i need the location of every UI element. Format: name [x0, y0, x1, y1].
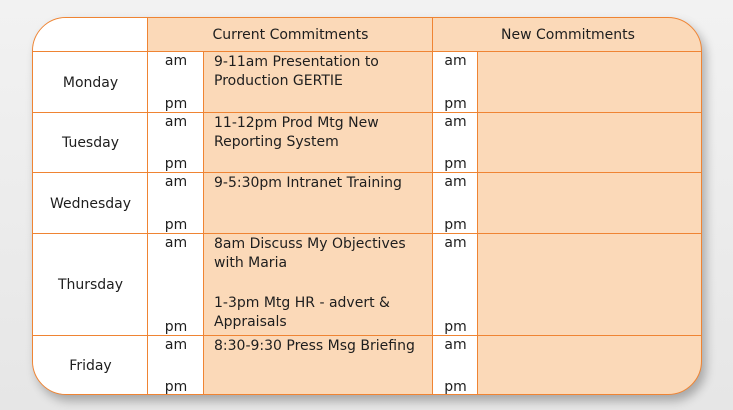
column-divider — [147, 18, 148, 394]
commitments-table: Current Commitments New Commitments Mond… — [32, 17, 702, 395]
row-divider — [33, 335, 701, 336]
new-commitment-cell[interactable] — [478, 336, 701, 394]
day-label: Thursday — [33, 234, 148, 336]
am-label: am — [164, 114, 188, 130]
ampm-column-new: am pm — [433, 234, 478, 336]
current-am-commitment[interactable]: 9-5:30pm Intranet Training — [214, 175, 402, 191]
pm-label: pm — [444, 96, 467, 112]
ampm-column-current: am pm — [148, 113, 204, 173]
row-divider — [33, 51, 701, 52]
day-label: Friday — [33, 336, 148, 394]
current-am-commitment[interactable]: 8am Discuss My Objectives with Maria — [214, 236, 406, 271]
pm-label: pm — [164, 156, 188, 172]
ampm-column-current: am pm — [148, 52, 204, 113]
column-divider — [477, 52, 478, 394]
day-label: Tuesday — [33, 113, 148, 173]
ampm-column-new: am pm — [433, 173, 478, 234]
current-am-commitment[interactable]: 9-11am Presentation to Production GERTIE — [214, 54, 379, 89]
ampm-column-new: am pm — [433, 336, 478, 395]
pm-label: pm — [444, 217, 467, 233]
current-am-commitment[interactable]: 11-12pm Prod Mtg New Reporting System — [214, 115, 379, 150]
new-commitment-cell[interactable] — [478, 234, 701, 336]
header-current-commitments: Current Commitments — [212, 27, 369, 43]
pm-label: pm — [444, 319, 467, 335]
ampm-column-new: am pm — [433, 52, 478, 113]
am-label: am — [444, 114, 467, 130]
column-divider — [203, 52, 204, 394]
am-label: am — [444, 235, 467, 251]
am-label: am — [444, 337, 467, 353]
current-pm-commitment[interactable]: 1-3pm Mtg HR - advert & Appraisals — [214, 295, 390, 330]
ampm-column-current: am pm — [148, 173, 204, 234]
ampm-column-current: am pm — [148, 336, 204, 395]
day-label: Wednesday — [33, 173, 148, 234]
corner-cell — [33, 18, 148, 52]
ampm-column-new: am pm — [433, 113, 478, 173]
column-divider — [432, 18, 433, 394]
am-label: am — [164, 174, 188, 190]
am-label: am — [444, 174, 467, 190]
am-label: am — [164, 337, 188, 353]
day-label: Monday — [33, 52, 148, 113]
pm-label: pm — [164, 217, 188, 233]
row-divider — [33, 112, 701, 113]
pm-label: pm — [164, 379, 188, 395]
header-new-commitments: New Commitments — [501, 27, 635, 43]
row-divider — [33, 233, 701, 234]
current-am-commitment[interactable]: 8:30-9:30 Press Msg Briefing — [214, 338, 415, 354]
pm-label: pm — [164, 319, 188, 335]
new-commitment-cell[interactable] — [478, 173, 701, 234]
pm-label: pm — [164, 96, 188, 112]
am-label: am — [444, 53, 467, 69]
am-label: am — [164, 235, 188, 251]
row-divider — [33, 172, 701, 173]
new-commitment-cell[interactable] — [478, 113, 701, 173]
pm-label: pm — [444, 156, 467, 172]
ampm-column-current: am pm — [148, 234, 204, 336]
new-commitment-cell[interactable] — [478, 52, 701, 113]
pm-label: pm — [444, 379, 467, 395]
am-label: am — [164, 53, 188, 69]
